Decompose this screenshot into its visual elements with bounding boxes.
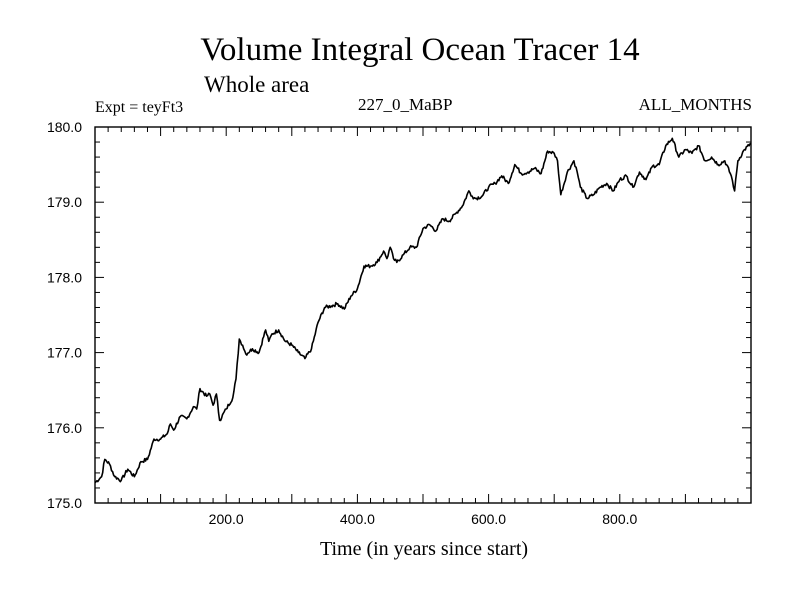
y-tick-label: 177.0 (47, 345, 82, 361)
x-tick-label: 600.0 (471, 511, 506, 527)
y-tick-label: 176.0 (47, 420, 82, 436)
experiment-label: Expt = teyFt3 (95, 99, 184, 116)
plot-frame (94, 126, 752, 504)
months-label: ALL_MONTHS (638, 95, 752, 114)
x-tick-label: 400.0 (340, 511, 375, 527)
chart-title: Volume Integral Ocean Tracer 14 (200, 32, 640, 68)
chart-subtitle: Whole area (204, 72, 310, 97)
y-tick-label: 179.0 (47, 194, 82, 210)
y-tick-label: 175.0 (47, 495, 82, 511)
x-axis-label: Time (in years since start) (319, 538, 529, 560)
series-line (94, 137, 752, 484)
y-tick-label: 180.0 (47, 119, 82, 135)
y-tick-label: 178.0 (47, 269, 82, 285)
x-tick-label: 200.0 (209, 511, 244, 527)
run-label: 227_0_MaBP (358, 95, 453, 114)
x-tick-label: 800.0 (602, 511, 637, 527)
